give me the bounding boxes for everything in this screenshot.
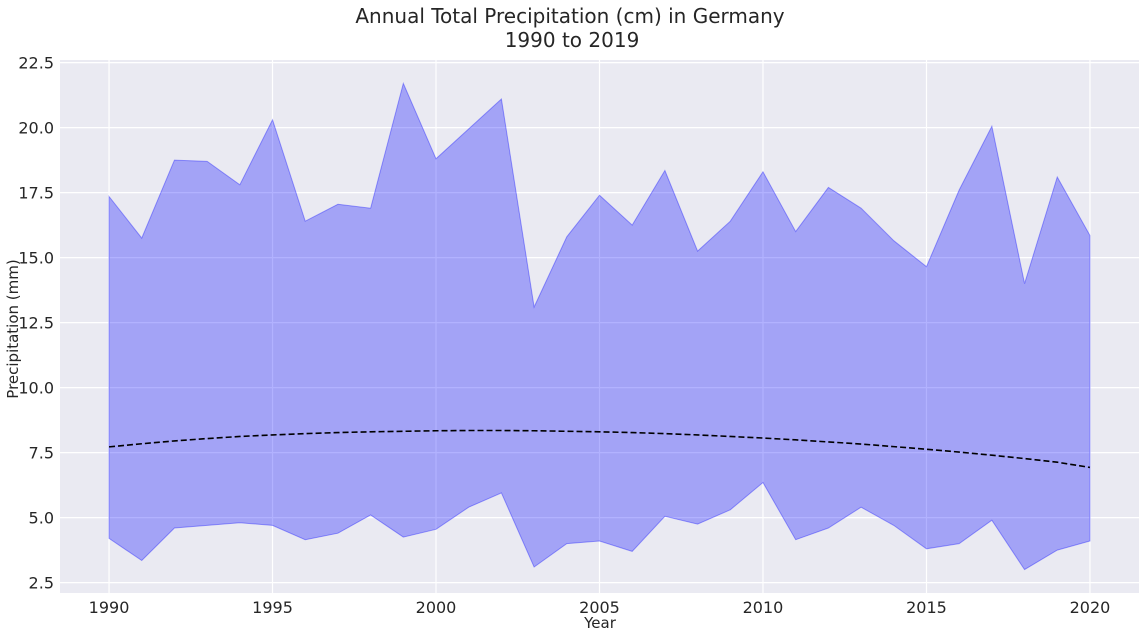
precipitation-band — [108, 81, 1091, 571]
y-tick-label: 10.0 — [18, 379, 54, 398]
y-tick-label: 7.5 — [29, 444, 54, 463]
x-tick-label: 1995 — [252, 598, 293, 617]
x-tick-label: 1990 — [89, 598, 130, 617]
x-axis-label: Year — [583, 614, 617, 632]
y-tick-label: 12.5 — [18, 314, 54, 333]
y-axis-ticks: 2.5 5.0 7.5 10.0 12.5 15.0 17.5 20.0 22.5 — [18, 54, 54, 593]
precipitation-range-area — [108, 81, 1091, 571]
y-tick-label: 5.0 — [29, 509, 54, 528]
chart-subtitle: 1990 to 2019 — [505, 28, 640, 52]
x-tick-label: 2010 — [743, 598, 784, 617]
x-tick-label: 2020 — [1070, 598, 1111, 617]
y-tick-label: 2.5 — [29, 574, 54, 593]
y-tick-label: 17.5 — [18, 184, 54, 203]
grid-lines — [60, 60, 1139, 593]
y-tick-label: 20.0 — [18, 119, 54, 138]
y-tick-label: 15.0 — [18, 249, 54, 268]
x-axis-ticks: 1990 1995 2000 2005 2010 2015 2020 — [89, 598, 1111, 617]
trend-line-group — [108, 429, 1091, 469]
x-tick-label: 2000 — [416, 598, 457, 617]
x-tick-label: 2005 — [579, 598, 620, 617]
x-tick-label: 2015 — [906, 598, 947, 617]
y-tick-label: 22.5 — [18, 54, 54, 73]
trend-line — [108, 429, 1091, 469]
chart-title: Annual Total Precipitation (cm) in Germa… — [355, 4, 784, 28]
y-axis-label: Precipitation (mm) — [4, 259, 22, 398]
